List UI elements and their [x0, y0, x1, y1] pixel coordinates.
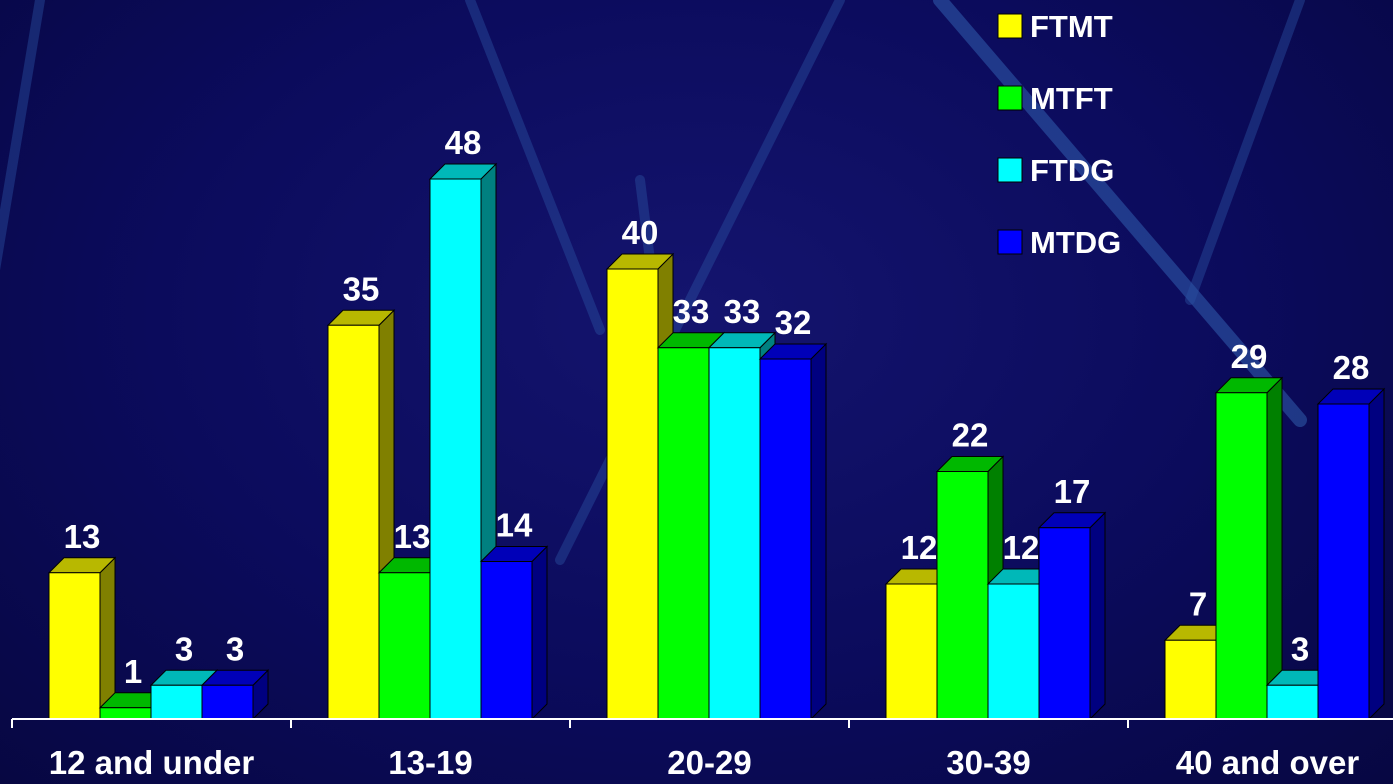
category-label-12-and-under: 12 and under: [49, 744, 255, 781]
data-label-ftdg-13-19: 48: [445, 124, 482, 161]
bar-mtft-40-and-over: [1214, 376, 1284, 721]
legend-item-mtdg: MTDG: [997, 225, 1121, 260]
legend-swatch: [997, 157, 1023, 183]
data-label-mtft-20-29: 33: [673, 293, 710, 330]
legend-swatch: [997, 229, 1023, 255]
bar-mtdg-40-and-over: [1316, 387, 1386, 721]
legend: FTMT MTFT FTDG MTDG: [997, 9, 1121, 260]
bar-mtdg-30-39: [1037, 511, 1107, 721]
background-beam: [933, 0, 1307, 427]
data-label-mtft-40-and-over: 29: [1231, 338, 1268, 375]
data-label-mtft-12-and-under: 1: [124, 653, 142, 690]
legend-label: MTFT: [1030, 81, 1113, 116]
data-label-ftmt-13-19: 35: [343, 270, 380, 307]
data-label-mtft-30-39: 22: [952, 417, 989, 454]
category-label-20-29: 20-29: [667, 744, 751, 781]
data-label-mtdg-20-29: 32: [775, 304, 812, 341]
data-label-mtdg-13-19: 14: [496, 507, 533, 544]
background-beam: [465, 0, 605, 335]
legend-item-ftmt: FTMT: [997, 9, 1113, 44]
background-beam: [1185, 0, 1305, 305]
data-label-ftdg-30-39: 12: [1003, 529, 1040, 566]
legend-swatch: [997, 13, 1023, 39]
data-label-ftdg-12-and-under: 3: [175, 630, 193, 667]
x-axis: 12 and under 13-19 20-29 30-39 40 and over: [11, 718, 1393, 781]
data-label-ftmt-12-and-under: 13: [64, 518, 101, 555]
data-label-ftmt-40-and-over: 7: [1189, 585, 1207, 622]
category-label-13-19: 13-19: [388, 744, 472, 781]
category-label-40-and-over: 40 and over: [1176, 744, 1360, 781]
data-label-mtft-13-19: 13: [394, 518, 431, 555]
data-label-ftmt-30-39: 12: [901, 529, 938, 566]
legend-item-mtft: MTFT: [997, 81, 1113, 116]
legend-swatch: [997, 85, 1023, 111]
legend-item-ftdg: FTDG: [997, 153, 1114, 188]
bar-mtdg-20-29: [758, 342, 828, 721]
background-beam: [0, 0, 45, 271]
data-label-mtdg-12-and-under: 3: [226, 630, 244, 667]
data-label-ftdg-40-and-over: 3: [1291, 630, 1309, 667]
bar-mtdg-12-and-under: [200, 669, 270, 721]
data-label-mtdg-40-and-over: 28: [1333, 349, 1370, 386]
bars-layer: [47, 162, 1386, 721]
data-label-mtdg-30-39: 17: [1054, 473, 1091, 510]
legend-label: FTDG: [1030, 153, 1114, 188]
category-label-30-39: 30-39: [946, 744, 1030, 781]
bar-ftmt-12-and-under: [47, 556, 117, 721]
bar-mtdg-13-19: [479, 545, 549, 721]
data-label-ftdg-20-29: 33: [724, 293, 761, 330]
legend-label: MTDG: [1030, 225, 1121, 260]
legend-label: FTMT: [1030, 9, 1113, 44]
data-label-ftmt-20-29: 40: [622, 214, 659, 251]
